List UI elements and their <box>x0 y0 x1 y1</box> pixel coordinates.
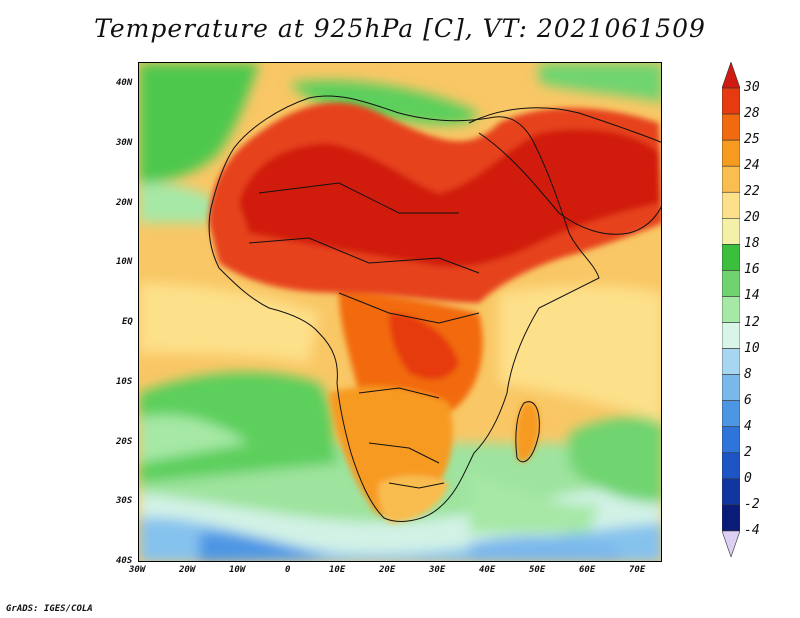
lon-tick-label: 20E <box>379 565 396 575</box>
colorbar-label: 24 <box>744 158 760 174</box>
lat-tick-label: 40S <box>116 556 133 566</box>
lon-tick-label: 30E <box>429 565 446 575</box>
colorbar-label: 0 <box>744 470 752 486</box>
colorbar-label: 2 <box>744 444 752 460</box>
lon-tick-label: 50E <box>529 565 546 575</box>
colorbar-swatch <box>722 322 740 349</box>
colorbar-swatch <box>722 478 740 506</box>
colorbar-swatch <box>722 113 740 141</box>
colorbar <box>722 62 740 557</box>
colorbar-label: -4 <box>744 522 760 538</box>
colorbar-swatch <box>722 270 740 297</box>
colorbar-swatch <box>722 218 740 245</box>
colorbar-swatch <box>722 139 740 167</box>
lon-tick-label: 0 <box>285 565 291 575</box>
temperature-map <box>138 62 662 562</box>
lat-tick-label: 20S <box>116 436 133 447</box>
colorbar-swatch <box>722 452 740 480</box>
colorbar-label: 20 <box>744 210 760 226</box>
colorbar-label: 14 <box>744 288 760 304</box>
colorbar-swatch <box>722 400 740 428</box>
lon-tick-label: 70E <box>629 565 646 575</box>
colorbar-label: 10 <box>744 340 760 356</box>
colorbar-label: 30 <box>744 80 760 96</box>
lon-tick-label: 40E <box>479 565 496 575</box>
map-canvas <box>139 63 661 561</box>
lon-tick-label: 60E <box>579 565 596 575</box>
lon-tick-label: 30W <box>129 565 146 575</box>
lat-tick-label: 40N <box>116 78 133 88</box>
colorbar-swatch <box>722 504 740 532</box>
colorbar-label: 28 <box>744 106 760 122</box>
colorbar-label: 4 <box>744 418 752 434</box>
lat-tick-label: 30S <box>116 496 133 507</box>
colorbar-label: 25 <box>744 132 760 148</box>
coastlines <box>208 95 661 522</box>
colorbar-swatch <box>722 426 740 454</box>
lon-tick-label: 20W <box>179 565 196 575</box>
lat-tick-label: 30N <box>116 137 133 148</box>
colorbar-swatch <box>722 165 740 193</box>
colorbar-label: 18 <box>744 236 760 252</box>
colorbar-swatch <box>722 296 740 323</box>
map-title: Temperature at 925hPa [C], VT: 202106150… <box>94 14 706 43</box>
colorbar-swatch <box>722 244 740 271</box>
lat-tick-label: 20N <box>116 197 133 208</box>
colorbar-swatch <box>722 374 740 401</box>
colorbar-swatch <box>722 87 740 115</box>
colorbar-label: 12 <box>744 314 760 330</box>
colorbar-label: 6 <box>744 392 752 408</box>
colorbar-swatch <box>722 348 740 375</box>
colorbar-swatch <box>722 191 740 219</box>
colorbar-label: 16 <box>744 262 760 278</box>
colorbar-swatch <box>722 62 740 89</box>
colorbar-swatch <box>722 530 740 557</box>
colorbar-label: 22 <box>744 184 760 200</box>
lat-tick-label: 10S <box>116 376 133 387</box>
lon-tick-label: 10W <box>229 565 246 575</box>
lat-tick-label: 10N <box>116 257 133 268</box>
colorbar-label: 8 <box>744 366 752 382</box>
lon-tick-label: 10E <box>329 565 346 575</box>
lat-tick-label: EQ <box>122 317 133 327</box>
credit-label: GrADS: IGES/COLA <box>6 604 93 614</box>
colorbar-label: -2 <box>744 496 760 512</box>
